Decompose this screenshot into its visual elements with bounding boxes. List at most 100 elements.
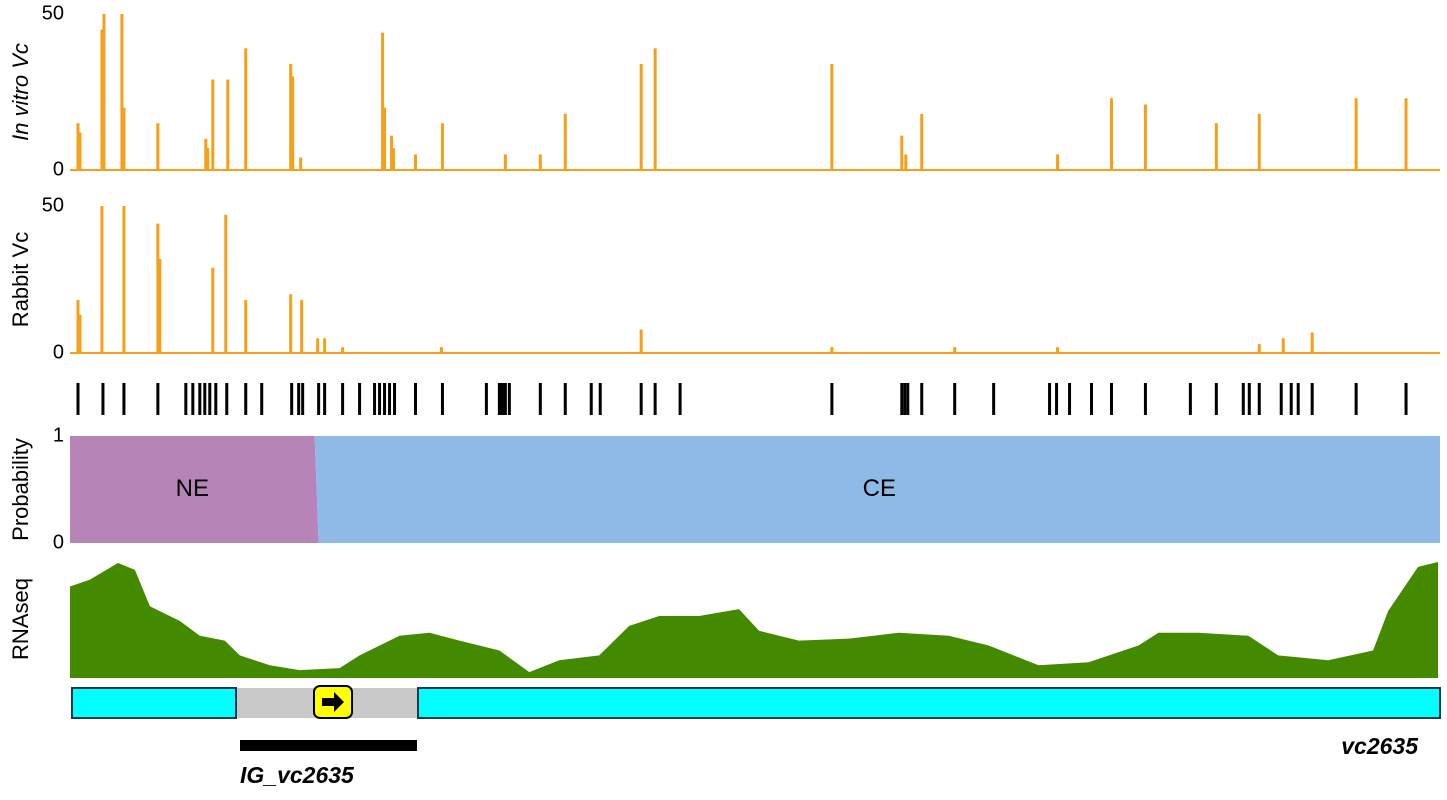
ta-site bbox=[598, 383, 602, 415]
ta-site bbox=[341, 383, 345, 415]
ta-site bbox=[101, 383, 105, 415]
ta-site bbox=[1279, 383, 1283, 415]
ta-site bbox=[678, 383, 682, 415]
ta-site bbox=[1241, 383, 1245, 415]
bar bbox=[563, 113, 567, 170]
bar bbox=[211, 79, 215, 170]
y-axis-label: Probability bbox=[8, 438, 33, 541]
ta-site bbox=[1404, 383, 1408, 415]
ta-site bbox=[1143, 383, 1147, 415]
ta-site bbox=[208, 383, 212, 415]
bar bbox=[1281, 338, 1285, 353]
ta-site bbox=[900, 383, 904, 415]
ta-site bbox=[184, 383, 188, 415]
ta-site bbox=[1048, 383, 1052, 415]
bar bbox=[211, 267, 215, 353]
ta-site bbox=[76, 383, 80, 415]
bar bbox=[440, 123, 444, 170]
bar bbox=[904, 154, 908, 170]
ta-site bbox=[1188, 383, 1192, 415]
bar bbox=[1143, 104, 1147, 170]
series-label: NE bbox=[176, 475, 209, 502]
ta-site bbox=[507, 383, 511, 415]
ta-site bbox=[1109, 383, 1113, 415]
bar bbox=[639, 329, 643, 353]
bar bbox=[639, 63, 643, 170]
ta-site bbox=[1354, 383, 1358, 415]
bar bbox=[1354, 98, 1358, 170]
ta-site bbox=[499, 383, 503, 415]
ta-site bbox=[538, 383, 542, 415]
bar bbox=[158, 258, 162, 353]
bar bbox=[299, 157, 303, 170]
ta-site bbox=[393, 383, 397, 415]
ta-site bbox=[214, 383, 218, 415]
ta-site bbox=[317, 383, 321, 415]
y-axis-label: Rabbit Vc bbox=[8, 232, 33, 327]
bar bbox=[1056, 154, 1060, 170]
y-axis-label: RNAseq bbox=[8, 578, 33, 660]
bar bbox=[289, 294, 293, 353]
bar bbox=[538, 154, 542, 170]
ta-site bbox=[653, 383, 657, 415]
ta-site bbox=[830, 383, 834, 415]
ta-site bbox=[501, 383, 505, 415]
ta-site bbox=[1055, 383, 1059, 415]
ta-site bbox=[589, 383, 593, 415]
bar bbox=[381, 32, 385, 170]
ta-site bbox=[1310, 383, 1314, 415]
bar bbox=[291, 76, 295, 170]
bar bbox=[1257, 344, 1261, 353]
ta-site bbox=[122, 383, 126, 415]
bar bbox=[1214, 123, 1218, 170]
ta-site bbox=[373, 383, 377, 415]
ta-site bbox=[903, 383, 907, 415]
bar bbox=[900, 135, 904, 170]
ta-site bbox=[484, 383, 488, 415]
bar bbox=[100, 29, 104, 170]
y-axis-label: In vitro Vc bbox=[8, 43, 33, 141]
ta-site bbox=[1257, 383, 1261, 415]
gene-track: IG_vc2635 vc2635 bbox=[71, 685, 1441, 788]
gene-label: vc2635 bbox=[1341, 733, 1419, 759]
ta-site bbox=[244, 383, 248, 415]
bar bbox=[413, 154, 417, 170]
bar bbox=[390, 135, 394, 170]
bar bbox=[920, 113, 924, 170]
ta-site bbox=[156, 383, 160, 415]
bar bbox=[439, 347, 443, 353]
bar bbox=[392, 148, 396, 170]
bar bbox=[122, 107, 126, 170]
y-tick-label: 50 bbox=[42, 2, 64, 24]
bar bbox=[206, 148, 210, 170]
bar bbox=[76, 300, 80, 353]
bar bbox=[204, 138, 208, 170]
ig-label: IG_vc2635 bbox=[240, 762, 355, 788]
bar bbox=[244, 300, 248, 353]
bar bbox=[1056, 347, 1060, 353]
ta-site bbox=[225, 383, 229, 415]
ta-site bbox=[203, 383, 207, 415]
ta-site bbox=[639, 383, 643, 415]
bar bbox=[156, 123, 160, 170]
bar bbox=[830, 63, 834, 170]
series-label: CE bbox=[863, 475, 896, 502]
gene-block bbox=[417, 687, 1441, 719]
bar bbox=[102, 14, 106, 170]
ta-site bbox=[1090, 383, 1094, 415]
bar bbox=[78, 132, 82, 170]
bar bbox=[316, 338, 320, 353]
y-tick-label: 0 bbox=[53, 158, 64, 180]
bar bbox=[100, 206, 104, 353]
bar bbox=[224, 214, 228, 353]
ta-site bbox=[191, 383, 195, 415]
bar bbox=[156, 223, 160, 353]
y-tick-label: 1 bbox=[53, 424, 64, 446]
area bbox=[70, 561, 1439, 678]
ig-bar bbox=[240, 740, 417, 751]
ta-site bbox=[413, 383, 417, 415]
bar bbox=[653, 48, 657, 170]
ta-site bbox=[323, 383, 327, 415]
ta-site bbox=[297, 383, 301, 415]
